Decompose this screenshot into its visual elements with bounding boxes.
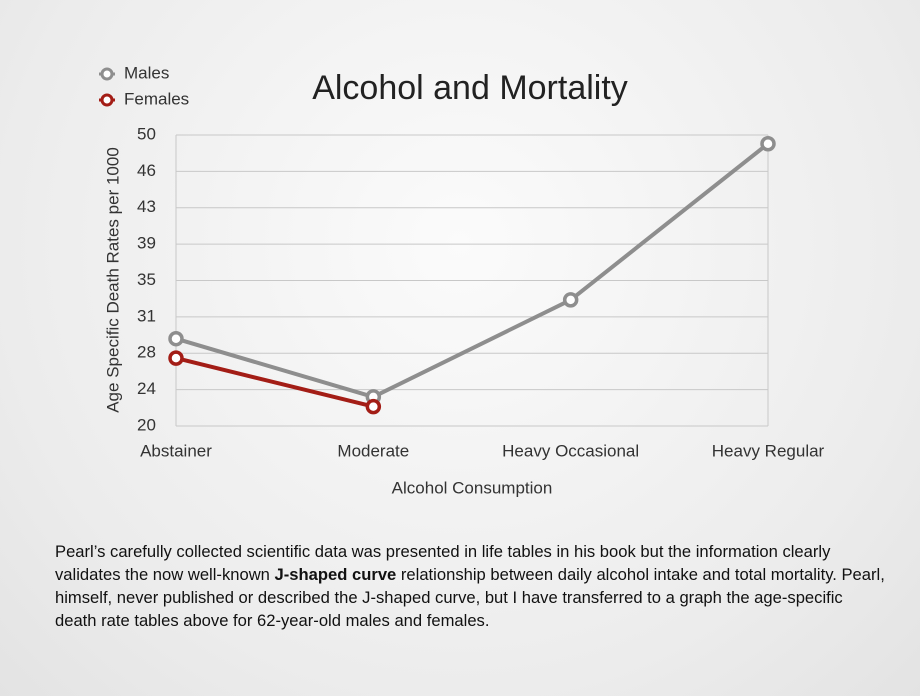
- caption-text: Pearl’s carefully collected scientific d…: [55, 542, 831, 584]
- x-tick-label: Heavy Occasional: [502, 441, 639, 460]
- y-tick-label: 24: [137, 379, 156, 398]
- y-tick-label: 28: [137, 343, 156, 362]
- point: [168, 330, 184, 347]
- legend-marker: [100, 93, 114, 107]
- chart: Alcohol and Mortality Age Specific Death…: [99, 63, 825, 497]
- x-tick-label: Moderate: [337, 441, 409, 460]
- legend-label: Males: [124, 63, 169, 82]
- caption-bold: J-shaped curve: [274, 565, 397, 584]
- caption-text: relationship between daily alcohol intak…: [55, 565, 885, 630]
- caption: Pearl’s carefully collected scientific d…: [55, 540, 885, 632]
- y-tick-label: 39: [137, 234, 156, 253]
- series-line: [175, 356, 374, 409]
- legend-label: Females: [124, 89, 189, 108]
- y-tick-label: 43: [137, 197, 156, 216]
- y-tick-label: 35: [137, 270, 156, 289]
- x-tick-label: Abstainer: [140, 441, 212, 460]
- y-tick-label: 50: [137, 124, 156, 143]
- x-tick-label: Heavy Regular: [712, 441, 825, 460]
- point: [365, 398, 382, 415]
- point: [760, 135, 776, 152]
- point: [168, 350, 184, 366]
- legend-marker: [100, 67, 114, 81]
- y-tick-label: 31: [137, 306, 156, 325]
- series-line: [175, 142, 770, 399]
- point: [562, 292, 579, 308]
- chart-title: Alcohol and Mortality: [312, 69, 628, 107]
- y-tick-label: 20: [137, 415, 156, 434]
- x-axis-label: Alcohol Consumption: [392, 478, 553, 497]
- y-axis-label: Age Specific Death Rates per 1000: [103, 147, 122, 413]
- y-tick-label: 46: [137, 161, 156, 180]
